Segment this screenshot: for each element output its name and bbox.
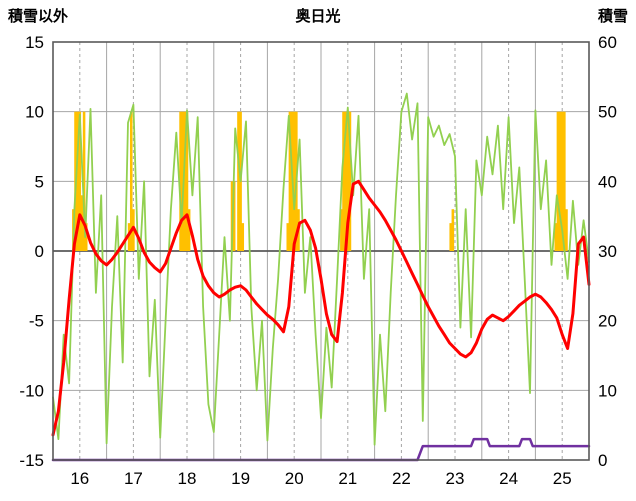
sunshine-bar: [340, 209, 343, 251]
x-axis-tick-label: 18: [178, 469, 197, 488]
sunshine-bar: [241, 223, 245, 251]
green-line: [52, 92, 590, 446]
sunshine-bar: [344, 111, 347, 251]
left-axis-tick-label: -15: [19, 451, 44, 470]
right-axis-tick-label: 30: [598, 242, 617, 261]
sunshine-bar: [76, 111, 79, 251]
sunshine-bar: [129, 111, 133, 251]
sunshine-bar: [84, 223, 88, 251]
sunshine-bar: [286, 223, 290, 251]
x-axis-tick-label: 20: [285, 469, 304, 488]
sunshine-bar: [560, 111, 564, 251]
right-axis-tick-label: 20: [598, 312, 617, 331]
left-axis-tick-label: 10: [25, 103, 44, 122]
left-axis-tick-label: -5: [29, 312, 44, 331]
right-axis-tick-label: 50: [598, 103, 617, 122]
sunshine-bar: [346, 111, 350, 251]
x-axis-tick-label: 16: [70, 469, 89, 488]
chart-title: 奥日光: [295, 8, 341, 25]
left-axis-tick-label: -10: [19, 381, 44, 400]
x-axis-tick-label: 22: [392, 469, 411, 488]
snow_depth-line: [51, 437, 591, 462]
sunshine-bar: [185, 111, 189, 251]
sunshine-bar: [127, 223, 131, 251]
sunshine-bar: [558, 111, 562, 251]
sunshine-bar: [82, 111, 86, 251]
sunshine-bar: [179, 111, 182, 251]
left-axis-title: 積雪以外: [8, 8, 69, 25]
x-axis-tick-label: 17: [124, 469, 143, 488]
sunshine-bar: [342, 111, 345, 251]
sunshine-bar: [292, 111, 296, 251]
sunshine-bar: [183, 111, 187, 251]
right-axis-tick-label: 60: [598, 33, 617, 52]
sunshine-bar: [449, 223, 452, 251]
right-axis-tick-label: 0: [598, 451, 607, 470]
left-axis-tick-label: 5: [35, 172, 44, 191]
sunshine-bar: [556, 111, 560, 251]
plot-border: [52, 41, 590, 461]
sunshine-bar: [78, 111, 82, 251]
left-axis-tick-label: 15: [25, 33, 44, 52]
left-axis-tick-label: 0: [35, 242, 44, 261]
sunshine-bar: [451, 209, 455, 251]
sunshine-bar: [563, 111, 566, 251]
sunshine-bar: [554, 223, 558, 251]
x-axis-tick-label: 23: [446, 469, 465, 488]
right-axis-tick-label: 10: [598, 381, 617, 400]
sunshine-bar: [288, 111, 292, 251]
sunshine-bar: [565, 209, 568, 251]
x-axis-tick-label: 25: [553, 469, 572, 488]
x-axis-tick-label: 21: [338, 469, 357, 488]
sunshine-bar: [348, 111, 352, 251]
sunshine-bar: [80, 195, 84, 251]
right-axis-title: 積雪: [597, 8, 628, 25]
sunshine-bar: [187, 209, 191, 251]
x-axis-tick-label: 19: [231, 469, 250, 488]
right-axis-tick-label: 40: [598, 172, 617, 191]
sunshine-bar: [232, 181, 236, 251]
sunshine-bar: [237, 111, 240, 251]
x-axis-tick-label: 24: [499, 469, 518, 488]
temperature-line: [51, 179, 591, 437]
